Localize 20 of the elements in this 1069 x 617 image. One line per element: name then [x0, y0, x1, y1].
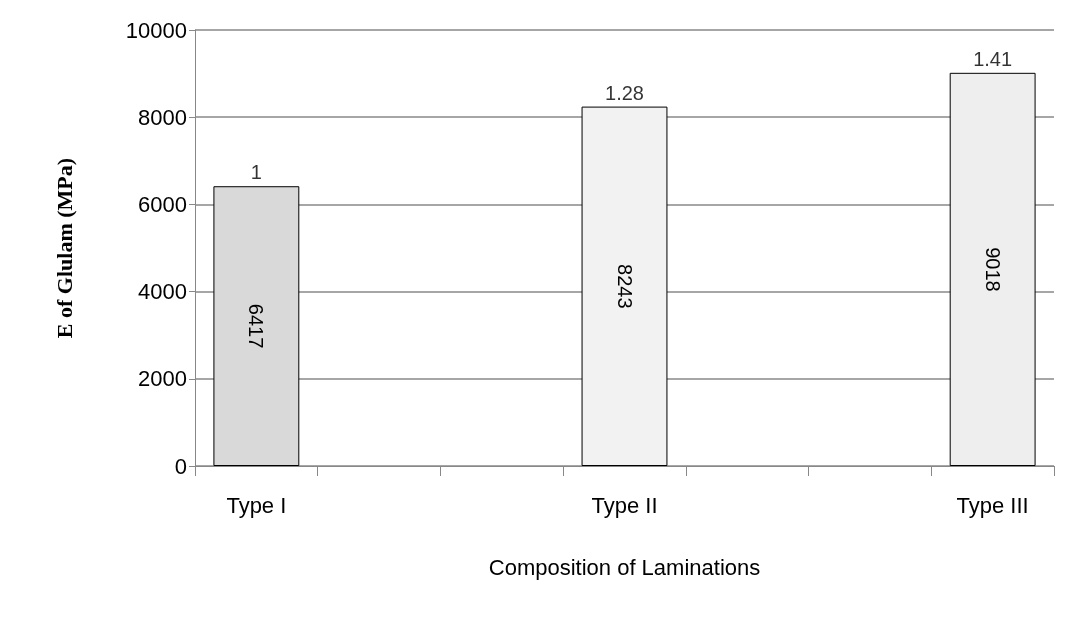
x-tick-label: Type III: [956, 492, 1029, 518]
annotation: 1: [250, 161, 262, 184]
data-label: 9018: [981, 247, 1004, 292]
y-tick-label: 6000: [138, 191, 187, 217]
x-tick-label: Type II: [591, 492, 658, 518]
y-tick-label: 8000: [138, 104, 187, 130]
y-tick-label: 0: [174, 453, 187, 479]
bar: [949, 72, 1036, 466]
data-label: 6417: [245, 303, 268, 349]
annotation: 1.41: [973, 47, 1013, 70]
data-label: 8243: [613, 264, 636, 309]
y-tick-label: 2000: [138, 366, 187, 392]
y-axis-title: E of Glulam (MPa): [51, 157, 77, 339]
annotation: 1.28: [605, 81, 644, 104]
bar: [581, 106, 668, 466]
y-tick-label: 10000: [125, 17, 187, 43]
x-tick-label: Type I: [226, 492, 287, 518]
x-axis-title: Composition of Laminations: [488, 554, 761, 580]
bar: [213, 186, 300, 466]
y-tick-label: 4000: [138, 279, 187, 305]
